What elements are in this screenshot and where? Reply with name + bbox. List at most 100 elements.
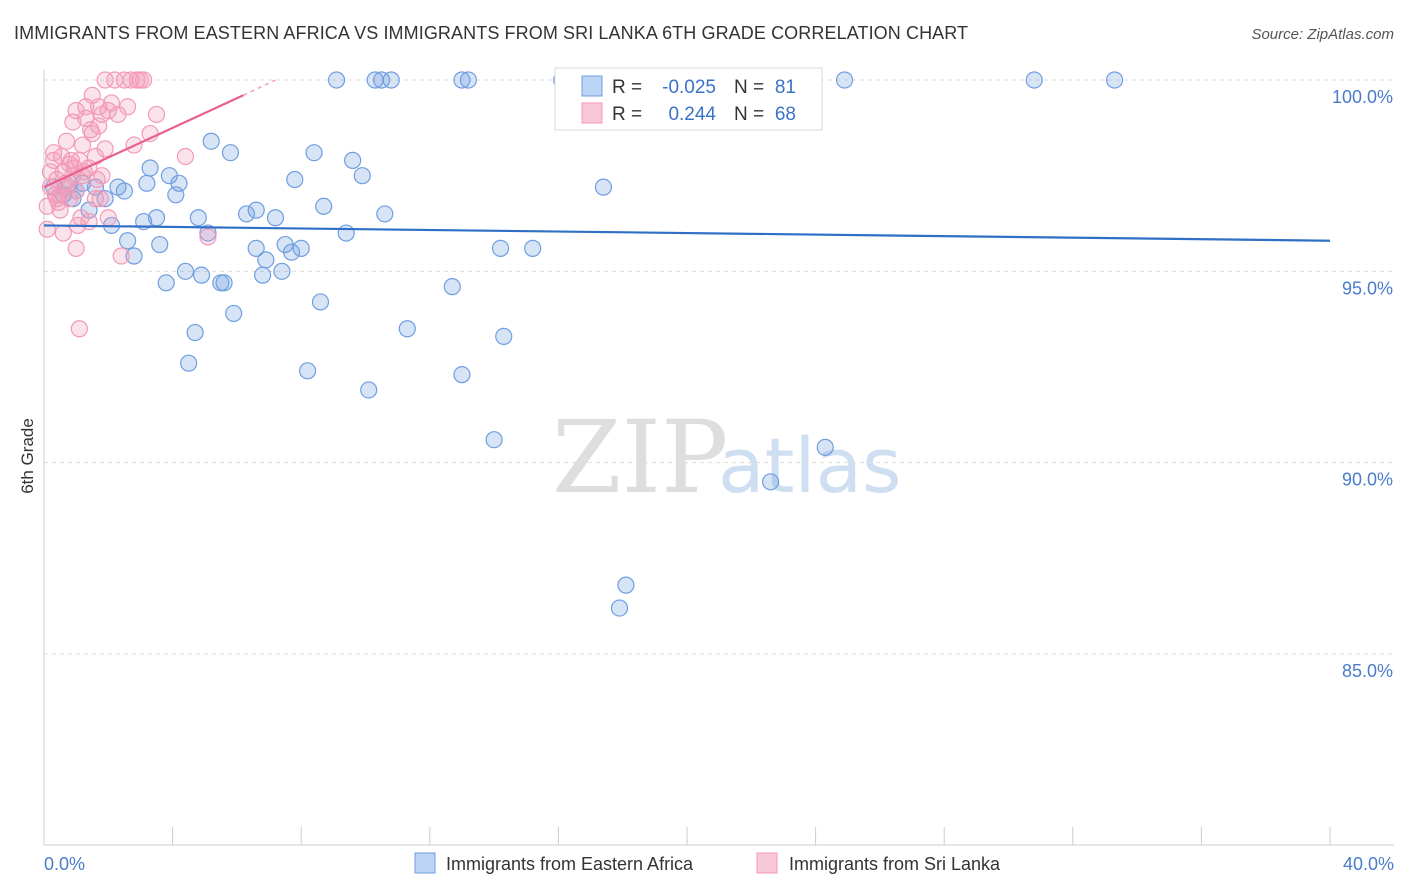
- chart-title: IMMIGRANTS FROM EASTERN AFRICA VS IMMIGR…: [14, 23, 968, 43]
- eastern-africa-point-74: [835, 71, 854, 89]
- eastern-africa-point-64: [491, 239, 510, 257]
- sri-lanka-point-31: [86, 190, 105, 208]
- stats-n-label-blue: N =: [734, 77, 764, 98]
- trend-lines: [43, 79, 1331, 242]
- x-tick-label-min: 0.0%: [44, 854, 85, 874]
- eastern-africa-point-73: [816, 438, 834, 456]
- eastern-africa-point-18: [151, 235, 169, 254]
- watermark-atlas: atlas: [718, 421, 902, 510]
- gridlines: [44, 79, 1394, 655]
- sri-lanka-point-0: [38, 220, 56, 238]
- eastern-africa-point-51: [344, 151, 362, 169]
- eastern-africa-point-43: [286, 170, 304, 189]
- eastern-africa-point-17: [147, 209, 166, 227]
- series-sri-lanka-points: [38, 71, 217, 338]
- eastern-africa-point-16: [141, 159, 159, 177]
- stats-swatch-blue: [581, 75, 603, 97]
- eastern-africa-point-66: [524, 239, 542, 257]
- eastern-africa-point-72: [761, 473, 780, 491]
- eastern-africa-point-22: [170, 174, 188, 192]
- sri-lanka-point-53: [147, 105, 166, 124]
- stats-n-value-pink: 68: [775, 104, 796, 125]
- sri-lanka-trend-extension: [243, 79, 276, 96]
- x-ticks: [43, 827, 1331, 845]
- eastern-africa-point-68: [594, 178, 613, 196]
- eastern-africa-point-42: [282, 243, 301, 261]
- eastern-africa-point-69: [617, 576, 635, 594]
- y-tick-label-1: 95.0%: [1342, 278, 1393, 298]
- legend-label-eastern-africa: Immigrants from Eastern Africa: [446, 854, 694, 874]
- eastern-africa-point-65: [495, 327, 513, 345]
- eastern-africa-point-36: [247, 239, 265, 257]
- watermark: ZIP atlas: [552, 399, 902, 516]
- eastern-africa-point-29: [199, 224, 217, 242]
- sri-lanka-point-67: [91, 190, 109, 208]
- eastern-africa-trend-line: [43, 224, 1331, 242]
- eastern-africa-point-56: [376, 205, 394, 223]
- eastern-africa-point-52: [353, 167, 371, 185]
- eastern-africa-point-57: [382, 71, 400, 89]
- y-tick-label-2: 90.0%: [1342, 470, 1393, 490]
- eastern-africa-point-38: [257, 251, 275, 269]
- stats-r-label-pink: R =: [612, 104, 642, 125]
- sri-lanka-point-22: [70, 320, 88, 338]
- eastern-africa-point-19: [157, 274, 175, 292]
- eastern-africa-point-70: [610, 599, 629, 617]
- sri-lanka-point-24: [73, 136, 92, 154]
- eastern-africa-point-45: [299, 362, 317, 380]
- eastern-africa-point-75: [1025, 71, 1043, 89]
- sri-lanka-point-40: [99, 209, 117, 227]
- sri-lanka-point-54: [176, 147, 195, 166]
- eastern-africa-point-59: [443, 278, 461, 296]
- series-eastern-africa-points: [45, 71, 1124, 617]
- sri-lanka-point-63: [72, 209, 90, 227]
- sri-lanka-point-66: [88, 170, 106, 189]
- legend-swatch-eastern-africa: [414, 852, 436, 874]
- eastern-africa-point-63: [485, 431, 503, 449]
- eastern-africa-point-27: [186, 323, 204, 342]
- stats-n-label-pink: N =: [734, 104, 764, 125]
- y-tick-labels: 100.0% 95.0% 90.0% 85.0%: [1332, 87, 1393, 681]
- eastern-africa-point-50: [337, 224, 355, 242]
- eastern-africa-point-49: [327, 71, 346, 89]
- sri-lanka-trend-line: [43, 94, 244, 189]
- eastern-africa-point-61: [459, 71, 477, 89]
- legend: Immigrants from Eastern Africa Immigrant…: [414, 852, 1001, 874]
- sri-lanka-point-47: [122, 71, 140, 89]
- stats-swatch-pink: [581, 102, 603, 124]
- sri-lanka-point-64: [49, 193, 68, 212]
- eastern-africa-point-15: [138, 174, 156, 192]
- watermark-zip: ZIP: [552, 399, 728, 516]
- eastern-africa-point-35: [247, 201, 265, 219]
- eastern-africa-point-62: [453, 366, 471, 384]
- legend-swatch-sri-lanka: [756, 852, 778, 874]
- eastern-africa-point-39: [266, 209, 285, 227]
- eastern-africa-point-37: [254, 266, 272, 284]
- sri-lanka-point-38: [96, 140, 114, 158]
- eastern-africa-point-31: [215, 274, 233, 292]
- sri-lanka-point-20: [67, 239, 85, 257]
- eastern-africa-point-48: [315, 197, 333, 215]
- eastern-africa-point-23: [176, 262, 195, 280]
- stats-r-value-blue: -0.025: [662, 77, 716, 98]
- stats-r-value-pink: 0.244: [668, 104, 716, 125]
- y-tick-label-0: 100.0%: [1332, 87, 1393, 107]
- sri-lanka-point-55: [199, 228, 217, 246]
- eastern-africa-point-12: [118, 232, 137, 250]
- legend-label-sri-lanka: Immigrants from Sri Lanka: [789, 854, 1001, 874]
- sri-lanka-point-10: [54, 224, 72, 242]
- x-tick-label-max: 40.0%: [1343, 854, 1394, 874]
- eastern-africa-point-58: [398, 320, 416, 338]
- eastern-africa-point-53: [360, 381, 378, 399]
- eastern-africa-point-32: [221, 144, 240, 162]
- eastern-africa-point-24: [180, 354, 198, 372]
- eastern-africa-point-33: [225, 304, 243, 323]
- y-tick-label-3: 85.0%: [1342, 661, 1393, 681]
- eastern-africa-point-40: [273, 262, 291, 280]
- eastern-africa-point-47: [311, 293, 330, 311]
- chart-source: Source: ZipAtlas.com: [1251, 26, 1394, 43]
- eastern-africa-point-60: [453, 71, 471, 89]
- eastern-africa-point-55: [372, 71, 391, 89]
- sri-lanka-point-46: [118, 98, 137, 116]
- eastern-africa-point-34: [237, 205, 256, 223]
